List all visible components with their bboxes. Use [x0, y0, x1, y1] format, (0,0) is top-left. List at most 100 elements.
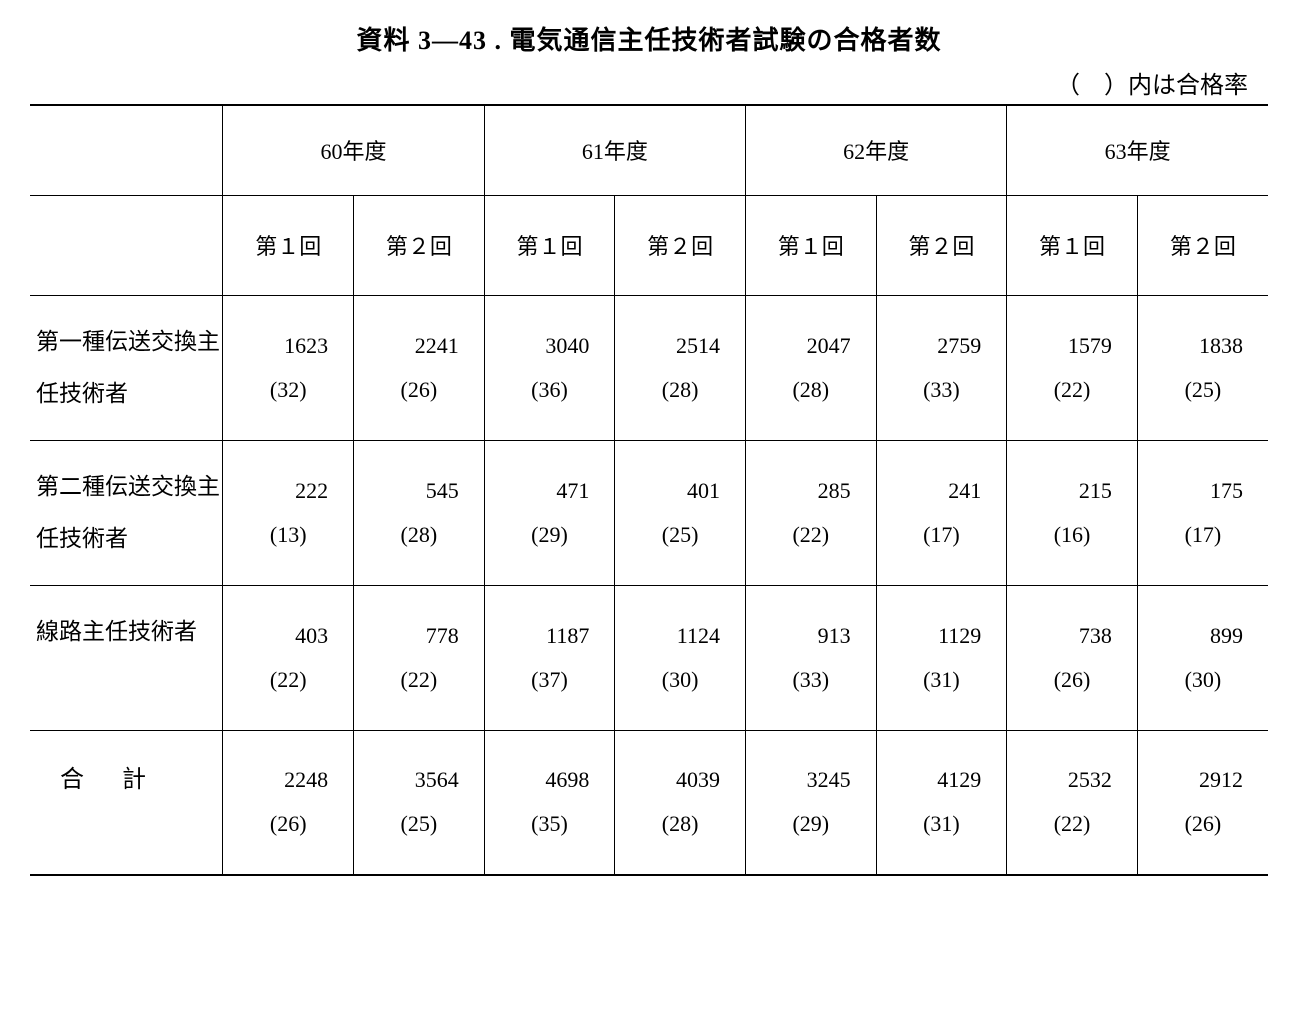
- pass-counts-table: 60年度 61年度 62年度 63年度 第１回 第２回 第１回 第２回 第１回 …: [30, 104, 1268, 876]
- year-header: 60年度: [223, 105, 484, 195]
- data-cell: 3564 (25): [354, 730, 485, 875]
- pass-rate: (22): [270, 667, 307, 693]
- session-header: 第１回: [223, 195, 354, 295]
- row-label: 線路主任技術者: [30, 585, 223, 730]
- year-header: 63年度: [1007, 105, 1268, 195]
- pass-count: 1623: [236, 333, 340, 359]
- pass-count: 2514: [628, 333, 732, 359]
- session-header: 第１回: [745, 195, 876, 295]
- header-blank: [30, 105, 223, 195]
- pass-count: 913: [759, 623, 863, 649]
- pass-count: 241: [890, 478, 994, 504]
- pass-rate: (29): [531, 522, 568, 548]
- pass-count: 545: [367, 478, 471, 504]
- pass-rate: (22): [792, 522, 829, 548]
- pass-count: 2241: [367, 333, 471, 359]
- table-row-total: 合計 2248(26) 3564(25) 4698(35) 4039(28) 3…: [30, 730, 1268, 875]
- data-cell: 4129 (31): [876, 730, 1007, 875]
- pass-count: 222: [236, 478, 340, 504]
- table-title: 資料 3―43 . 電気通信主任技術者試験の合格者数: [30, 20, 1268, 57]
- pass-rate: (28): [662, 377, 699, 403]
- table-row: 第一種伝送交換主任技術者 1623(32) 2241(26) 3040(36) …: [30, 295, 1268, 440]
- data-cell: 738(26): [1007, 585, 1138, 730]
- data-cell: 4698 (35): [484, 730, 615, 875]
- pass-rate: (37): [531, 667, 568, 693]
- pass-count: 4129: [890, 767, 994, 793]
- pass-count: 778: [367, 623, 471, 649]
- session-header: 第２回: [615, 195, 746, 295]
- pass-count: 3245: [759, 767, 863, 793]
- year-header: 61年度: [484, 105, 745, 195]
- pass-rate: (31): [923, 667, 960, 693]
- pass-count: 3564: [367, 767, 471, 793]
- data-cell: 2241 (26): [354, 295, 485, 440]
- data-cell: 899(30): [1137, 585, 1268, 730]
- pass-rate: (35): [531, 811, 568, 837]
- pass-count: 471: [498, 478, 602, 504]
- pass-count: 401: [628, 478, 732, 504]
- data-cell: 3040 (36): [484, 295, 615, 440]
- data-cell: 1129(31): [876, 585, 1007, 730]
- row-label: 第一種伝送交換主任技術者: [30, 295, 223, 440]
- pass-rate: (22): [401, 667, 438, 693]
- pass-count: 2047: [759, 333, 863, 359]
- data-cell: 1187(37): [484, 585, 615, 730]
- session-header: 第２回: [1137, 195, 1268, 295]
- data-cell: 545 (28): [354, 440, 485, 585]
- session-header: 第１回: [1007, 195, 1138, 295]
- data-cell: 285 (22): [745, 440, 876, 585]
- data-cell: 913 (33): [745, 585, 876, 730]
- data-cell: 2759(33): [876, 295, 1007, 440]
- data-cell: 1623 (32): [223, 295, 354, 440]
- pass-rate: (28): [401, 522, 438, 548]
- data-cell: 471 (29): [484, 440, 615, 585]
- pass-count: 4698: [498, 767, 602, 793]
- data-cell: 403 (22): [223, 585, 354, 730]
- pass-rate: (30): [662, 667, 699, 693]
- pass-count: 285: [759, 478, 863, 504]
- pass-count: 1838: [1151, 333, 1255, 359]
- table-row: 第二種伝送交換主任技術者 222(13) 545(28) 471(29) 401…: [30, 440, 1268, 585]
- pass-count: 403: [236, 623, 340, 649]
- pass-rate: (26): [1054, 667, 1091, 693]
- data-cell: 1838 (25): [1137, 295, 1268, 440]
- pass-rate: (26): [270, 811, 307, 837]
- data-cell: 1124 (30): [615, 585, 746, 730]
- data-cell: 241(17): [876, 440, 1007, 585]
- pass-rate: (13): [270, 522, 307, 548]
- header-row-years: 60年度 61年度 62年度 63年度: [30, 105, 1268, 195]
- pass-rate: (22): [1054, 377, 1091, 403]
- pass-rate: (28): [792, 377, 829, 403]
- pass-rate: (25): [401, 811, 438, 837]
- data-cell: 2912(26): [1137, 730, 1268, 875]
- pass-count: 4039: [628, 767, 732, 793]
- pass-count: 2759: [890, 333, 994, 359]
- session-header: 第２回: [354, 195, 485, 295]
- pass-rate: (36): [531, 377, 568, 403]
- pass-count: 899: [1151, 623, 1255, 649]
- data-cell: 3245(29): [745, 730, 876, 875]
- pass-rate: (17): [1185, 522, 1222, 548]
- pass-count: 3040: [498, 333, 602, 359]
- pass-count: 2532: [1020, 767, 1124, 793]
- pass-rate: (25): [1185, 377, 1222, 403]
- pass-count: 215: [1020, 478, 1124, 504]
- data-cell: 2248(26): [223, 730, 354, 875]
- pass-rate: (25): [662, 522, 699, 548]
- pass-rate: (33): [792, 667, 829, 693]
- pass-rate: (26): [401, 377, 438, 403]
- data-cell: 2514 (28): [615, 295, 746, 440]
- data-cell: 222 (13): [223, 440, 354, 585]
- pass-count: 1579: [1020, 333, 1124, 359]
- data-cell: 2047 (28): [745, 295, 876, 440]
- pass-rate: (26): [1185, 811, 1222, 837]
- pass-rate: (32): [270, 377, 307, 403]
- year-header: 62年度: [745, 105, 1006, 195]
- pass-rate: (16): [1054, 522, 1091, 548]
- table-subtitle: （ ）内は合格率: [30, 65, 1268, 100]
- header-row-sessions: 第１回 第２回 第１回 第２回 第１回 第２回 第１回 第２回: [30, 195, 1268, 295]
- data-cell: 2532(22): [1007, 730, 1138, 875]
- pass-count: 1124: [628, 623, 732, 649]
- pass-rate: (31): [923, 811, 960, 837]
- session-header: 第１回: [484, 195, 615, 295]
